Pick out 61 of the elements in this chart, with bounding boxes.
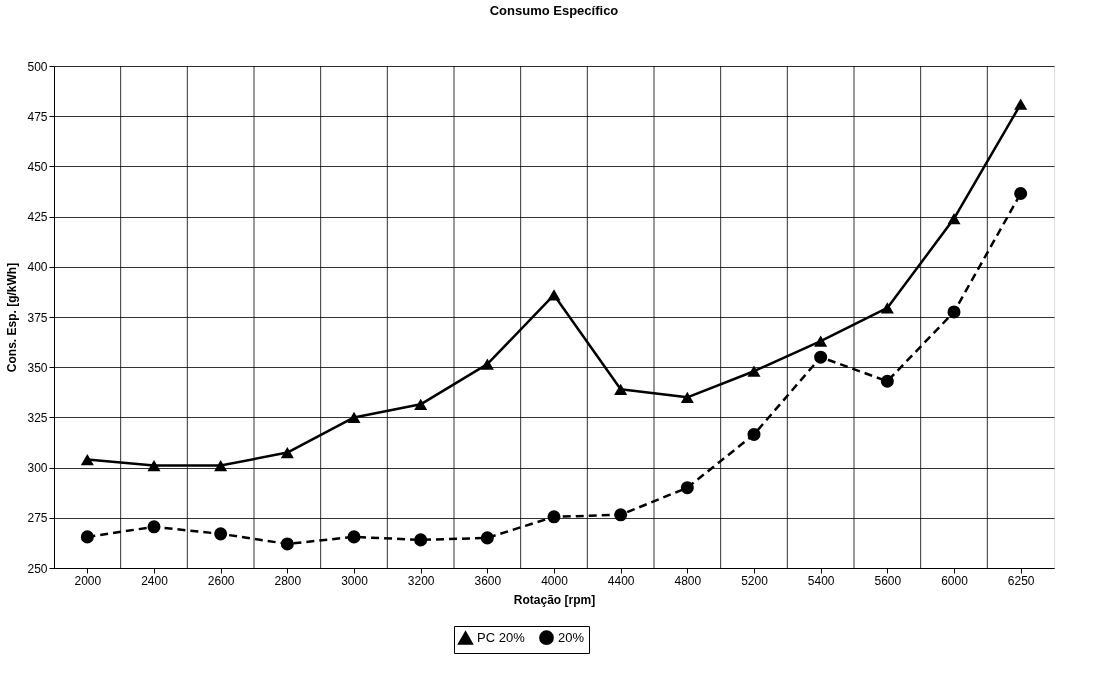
x-tick-label: 4800 [674, 573, 702, 588]
point [80, 530, 94, 544]
point [147, 520, 161, 534]
chart-title: Consumo Específico [489, 3, 619, 18]
y-tick-label: 250 [27, 561, 48, 576]
point [747, 365, 761, 377]
point [680, 481, 694, 495]
legend-label: PC 20% [477, 630, 526, 646]
point [880, 374, 894, 388]
y-tick-label: 325 [27, 410, 48, 425]
point [680, 391, 694, 403]
y-axis-title: Cons. Esp. [g/kWh] [5, 262, 20, 373]
y-tick-label: 475 [27, 109, 48, 124]
point [814, 350, 828, 364]
point [147, 459, 161, 472]
legend-label: 20% [558, 629, 585, 645]
point [747, 427, 761, 441]
x-tick-label: 3600 [474, 573, 502, 588]
point [614, 508, 628, 522]
y-tick-label: 400 [27, 260, 48, 275]
x-tick-label: 3000 [341, 573, 369, 588]
y-tick-label: 350 [27, 360, 48, 375]
point [414, 398, 428, 410]
point [80, 453, 94, 466]
x-tick-label: 2800 [274, 573, 302, 588]
x-tick-label: 2400 [141, 573, 169, 588]
point [614, 383, 628, 395]
y-tick-label: 450 [27, 159, 48, 174]
point [214, 527, 228, 541]
y-tick-label: 375 [27, 310, 48, 325]
point [1014, 187, 1028, 201]
point [347, 411, 361, 424]
x-tick-label: 6250 [1007, 573, 1035, 588]
x-tick-label: 2600 [207, 573, 235, 588]
x-tick-label: 4000 [541, 573, 569, 588]
point [214, 459, 228, 472]
point [814, 335, 828, 347]
x-tick-label: 3200 [407, 573, 435, 588]
point [880, 302, 894, 314]
x-tick-label: 2000 [74, 573, 102, 588]
point [280, 446, 294, 459]
x-tick-label: 5600 [874, 573, 902, 588]
y-tick-label: 425 [27, 210, 48, 225]
point [947, 305, 961, 319]
x-tick-label: 5400 [807, 573, 835, 588]
point [1014, 98, 1028, 110]
point [947, 212, 961, 225]
x-tick-label: 4400 [607, 573, 635, 588]
x-tick-label: 6000 [941, 573, 969, 588]
point [547, 289, 561, 301]
point [480, 531, 494, 545]
point [280, 537, 294, 551]
y-tick-label: 300 [27, 461, 48, 476]
y-tick-label: 500 [27, 59, 48, 74]
y-tick-label: 275 [27, 511, 48, 526]
point [414, 533, 428, 547]
x-axis-title: Rotação [rpm] [513, 592, 596, 607]
point [547, 510, 561, 524]
point [347, 530, 361, 544]
point [480, 358, 494, 370]
x-tick-label: 5200 [741, 573, 769, 588]
